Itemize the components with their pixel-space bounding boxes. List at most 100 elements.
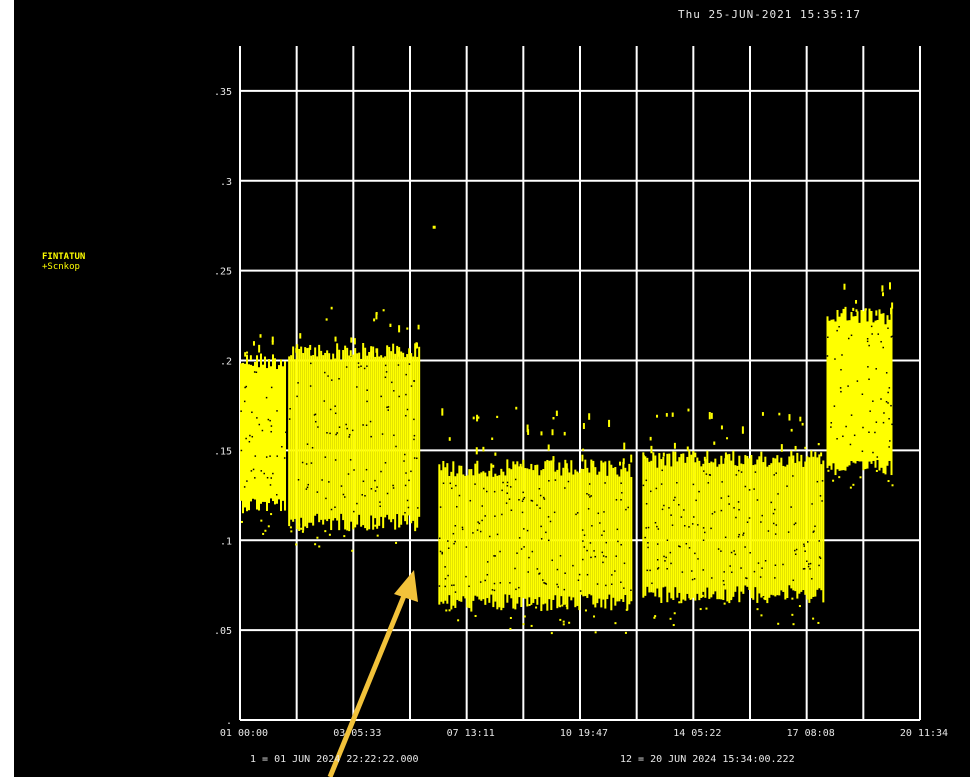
band-speckle: [587, 508, 590, 510]
band-speckle: [356, 502, 358, 505]
band-speckle: [589, 496, 591, 498]
band-speckle: [880, 398, 882, 400]
data-point: [770, 463, 773, 595]
data-point: [878, 309, 881, 471]
band-speckle: [538, 487, 541, 490]
data-point: [316, 356, 319, 514]
band-speckle: [645, 503, 648, 505]
band-speckle: [493, 490, 496, 493]
band-speckle: [349, 459, 352, 461]
data-point: [388, 346, 391, 520]
band-speckle: [813, 530, 815, 532]
data-point: [630, 454, 633, 463]
band-speckle: [853, 434, 856, 437]
band-speckle: [316, 491, 319, 493]
band-speckle: [711, 577, 713, 579]
band-speckle: [520, 548, 523, 550]
data-point: [814, 451, 817, 597]
band-speckle: [465, 575, 467, 578]
data-point: [728, 453, 731, 604]
band-speckle: [270, 430, 272, 433]
band-speckle: [374, 479, 376, 482]
band-speckle: [599, 522, 601, 524]
band-speckle: [441, 551, 443, 554]
band-speckle: [767, 530, 770, 532]
band-speckle: [324, 456, 327, 458]
band-speckle: [868, 431, 870, 433]
band-speckle: [406, 499, 409, 502]
band-speckle: [260, 470, 263, 472]
data-point: [558, 462, 561, 607]
band-speckle: [556, 568, 559, 571]
band-speckle: [656, 543, 659, 545]
band-speckle: [455, 484, 457, 487]
data-point: [734, 465, 737, 592]
band-speckle: [518, 537, 521, 539]
band-speckle: [660, 483, 663, 485]
data-point: [244, 363, 246, 508]
band-speckle: [556, 583, 558, 586]
data-point: [670, 466, 673, 599]
data-point: [468, 469, 471, 609]
data-point: [410, 353, 413, 524]
data-point: [791, 613, 794, 616]
data-point: [794, 445, 797, 451]
band-speckle: [483, 487, 485, 490]
band-speckle: [263, 472, 265, 475]
data-point: [842, 308, 845, 471]
band-speckle: [678, 504, 680, 506]
data-point: [362, 342, 365, 526]
band-speckle: [523, 496, 526, 499]
band-speckle: [266, 476, 269, 479]
data-point: [662, 456, 665, 588]
band-speckle: [340, 485, 343, 487]
band-speckle: [564, 572, 566, 574]
data-point: [608, 419, 611, 427]
data-point: [326, 350, 329, 522]
band-speckle: [666, 539, 669, 542]
band-speckle: [588, 483, 591, 485]
band-speckle: [579, 590, 582, 592]
band-speckle: [764, 560, 767, 562]
data-point: [522, 623, 525, 626]
data-point: [270, 513, 273, 516]
data-point: [322, 355, 325, 525]
data-point: [334, 358, 337, 519]
band-speckle: [325, 497, 327, 500]
band-speckle: [645, 479, 648, 482]
band-speckle: [669, 551, 672, 554]
data-point: [730, 598, 733, 601]
band-speckle: [808, 563, 810, 565]
band-speckle: [756, 499, 759, 501]
data-point: [259, 334, 262, 338]
data-point: [524, 468, 527, 599]
band-speckle: [384, 364, 387, 367]
band-speckle: [547, 539, 550, 542]
data-point: [376, 348, 379, 529]
band-speckle: [737, 536, 740, 538]
band-speckle: [283, 457, 286, 459]
band-speckle: [461, 528, 464, 531]
band-speckle: [602, 561, 604, 564]
band-speckle: [335, 433, 337, 436]
data-point: [289, 526, 292, 529]
band-speckle: [849, 443, 852, 446]
data-point: [550, 632, 553, 635]
data-point: [295, 543, 298, 546]
band-speckle: [334, 405, 336, 407]
band-speckle: [536, 568, 539, 570]
data-point: [817, 443, 820, 446]
band-speckle: [288, 418, 291, 420]
data-point: [680, 453, 683, 604]
data-point: [389, 323, 392, 328]
data-point: [618, 476, 621, 602]
band-speckle: [489, 535, 491, 538]
data-point: [870, 310, 873, 464]
band-speckle: [413, 418, 415, 421]
band-speckle: [405, 393, 407, 396]
band-speckle: [775, 524, 778, 526]
data-point: [441, 408, 444, 416]
y-axis-label-line1: FINTATUN: [42, 252, 86, 262]
band-speckle: [654, 521, 657, 524]
band-speckle: [405, 472, 407, 474]
